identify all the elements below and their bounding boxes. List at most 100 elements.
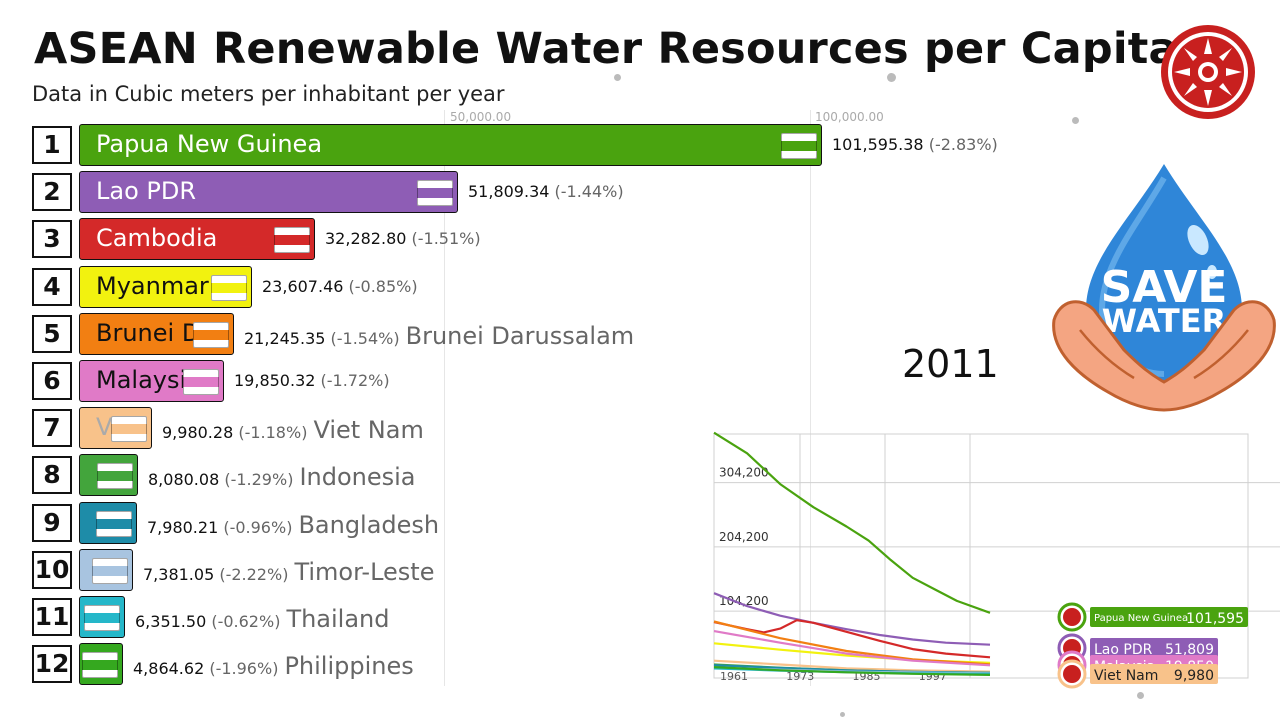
country-name: Thailand	[286, 605, 390, 633]
series-end-label: Papua New Guinea	[1094, 613, 1188, 624]
flag-icon	[781, 133, 817, 159]
change-text: (-0.62%)	[211, 612, 281, 631]
flag-icon	[183, 369, 219, 395]
value-text: 7,381.05	[143, 565, 220, 584]
x-tick-label: 1961	[720, 670, 748, 683]
series-line	[713, 431, 991, 614]
value-label: 32,282.80 (-1.51%)	[325, 229, 481, 248]
change-text: (-2.83%)	[928, 135, 998, 154]
year-label: 2011	[902, 342, 999, 386]
flag-icon	[193, 322, 229, 348]
value-label: 7,381.05 (-2.22%) Timor-Leste	[143, 558, 434, 586]
value-label: 21,245.35 (-1.54%) Brunei Darussalam	[244, 322, 634, 350]
rank-number: 6	[32, 362, 72, 400]
series-end-value: 101,595	[1186, 611, 1244, 627]
rank-number: 5	[32, 315, 72, 353]
bar-label: Cambodia	[96, 224, 218, 252]
flag-icon	[82, 652, 118, 678]
flag-icon	[211, 275, 247, 301]
rank-number: 4	[32, 268, 72, 306]
bar: Lao PDR	[79, 171, 458, 213]
country-name: Viet Nam	[313, 416, 424, 444]
decorative-dot	[887, 73, 896, 82]
value-label: 6,351.50 (-0.62%) Thailand	[135, 605, 390, 633]
gridline-2	[810, 110, 811, 686]
decorative-dot	[614, 74, 621, 81]
value-text: 32,282.80	[325, 229, 412, 248]
series-line	[713, 659, 991, 673]
change-text: (-1.29%)	[224, 470, 294, 489]
value-text: 9,980.28	[162, 423, 239, 442]
value-text: 4,864.62	[133, 659, 210, 678]
change-text: (-1.44%)	[554, 182, 624, 201]
bar-label: Brunei D	[96, 319, 201, 347]
axis-tick-label-1: 50,000.00	[450, 110, 512, 124]
sun-logo-icon	[1161, 25, 1255, 119]
rank-number: 2	[32, 173, 72, 211]
bar: V	[79, 407, 152, 449]
change-text: (-2.22%)	[219, 565, 289, 584]
country-name: Timor-Leste	[294, 558, 435, 586]
rank-number: 1	[32, 126, 72, 164]
country-name: Brunei Darussalam	[405, 322, 635, 350]
bar	[79, 549, 133, 591]
flag-icon	[417, 180, 453, 206]
change-text: (-1.18%)	[238, 423, 308, 442]
series-end-value: 9,980	[1174, 668, 1214, 684]
y-tick-label: 204,200	[719, 530, 769, 544]
flag-icon	[274, 227, 310, 253]
series-line	[713, 592, 991, 646]
value-text: 7,980.21	[147, 518, 224, 537]
page-subtitle: Data in Cubic meters per inhabitant per …	[32, 82, 505, 106]
country-name: Indonesia	[299, 463, 416, 491]
bar: Papua New Guinea	[79, 124, 822, 166]
bar-label: Papua New Guinea	[96, 130, 323, 158]
bar: Brunei D	[79, 313, 234, 355]
value-text: 21,245.35	[244, 329, 331, 348]
change-text: (-0.96%)	[223, 518, 293, 537]
value-label: 23,607.46 (-0.85%)	[262, 277, 418, 296]
value-text: 19,850.32	[234, 371, 321, 390]
bar: Myanmar	[79, 266, 252, 308]
decorative-dot	[840, 712, 845, 717]
bar	[79, 596, 125, 638]
rank-number: 3	[32, 220, 72, 258]
series-line	[713, 620, 991, 666]
series-end-label-bg	[1090, 638, 1218, 658]
value-label: 7,980.21 (-0.96%) Bangladesh	[147, 511, 439, 539]
save-water-illustration: SAVE WATER	[1052, 164, 1276, 412]
series-end-value: 51,809	[1165, 642, 1214, 658]
flag-icon	[97, 463, 133, 489]
save-water-line1: SAVE	[1101, 262, 1228, 313]
value-text: 23,607.46	[262, 277, 349, 296]
value-label: 51,809.34 (-1.44%)	[468, 182, 624, 201]
flag-icon	[96, 511, 132, 537]
bar	[79, 643, 123, 685]
change-text: (-0.85%)	[348, 277, 418, 296]
bar-label: Myanmar	[96, 272, 209, 300]
axis-tick-label-2: 100,000.00	[815, 110, 884, 124]
value-text: 101,595.38	[832, 135, 929, 154]
bar	[79, 454, 138, 496]
value-label: 19,850.32 (-1.72%)	[234, 371, 390, 390]
value-label: 4,864.62 (-1.96%) Philippines	[133, 652, 414, 680]
rank-number: 10	[32, 551, 72, 589]
plot-frame	[713, 433, 1249, 679]
page-title: ASEAN Renewable Water Resources per Capi…	[34, 24, 1178, 74]
y-tick-label: 304,200	[719, 466, 769, 480]
rank-number: 7	[32, 409, 72, 447]
bar: Malaysi	[79, 360, 224, 402]
decorative-dot	[1072, 117, 1079, 124]
save-water-line2: WATER	[1102, 302, 1226, 340]
rank-number: 11	[32, 598, 72, 636]
bar-label: Lao PDR	[96, 177, 197, 205]
series-line	[713, 630, 991, 667]
value-text: 6,351.50	[135, 612, 212, 631]
series-end-label-bg	[1090, 664, 1218, 684]
bar-label: Malaysi	[96, 366, 187, 394]
series-line	[713, 666, 991, 676]
country-name: Bangladesh	[298, 511, 440, 539]
value-label: 8,080.08 (-1.29%) Indonesia	[148, 463, 416, 491]
change-text: (-1.72%)	[320, 371, 390, 390]
